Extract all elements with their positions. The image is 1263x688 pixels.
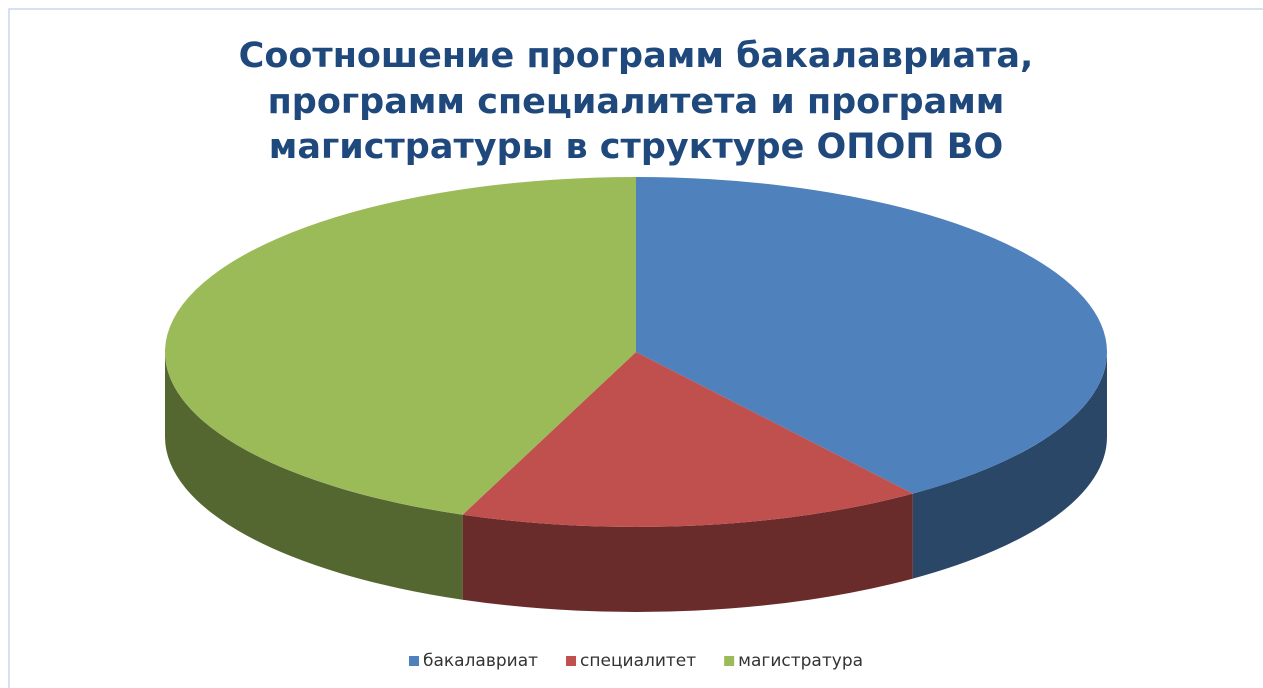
chart-title: магистратуры в структуре ОПОП ВО xyxy=(269,127,1004,167)
chart-title: программ специалитета и программ xyxy=(268,82,1005,122)
legend-label: специалитет xyxy=(580,651,696,671)
legend-swatch xyxy=(724,656,735,666)
slice-side xyxy=(165,352,463,600)
slice-side xyxy=(462,493,913,612)
legend-swatch xyxy=(408,656,419,666)
slice xyxy=(636,177,1107,494)
chart-title: Соотношение программ бакалавриата, xyxy=(239,36,1034,76)
chart-frame xyxy=(8,8,1263,688)
slice xyxy=(462,352,913,527)
slice-side xyxy=(912,352,1107,579)
slice xyxy=(165,177,636,515)
legend: бакалавриат специалитет магистратура xyxy=(408,651,863,671)
legend-label: бакалавриат xyxy=(423,651,538,671)
legend-swatch xyxy=(566,656,577,666)
legend-label: магистратура xyxy=(738,651,863,671)
